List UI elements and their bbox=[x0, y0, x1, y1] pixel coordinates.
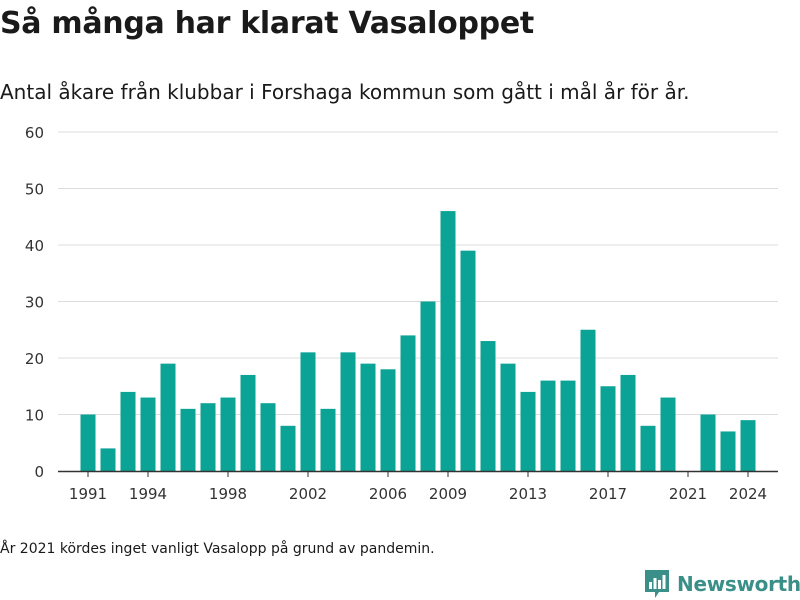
bar-2020 bbox=[660, 397, 676, 471]
bar-2017 bbox=[600, 386, 616, 471]
bar-2012 bbox=[500, 363, 516, 471]
bar-2011 bbox=[480, 341, 496, 471]
bar-2018 bbox=[620, 374, 636, 471]
newsworthy-logo-icon bbox=[645, 570, 669, 598]
bar-2014 bbox=[540, 380, 556, 471]
bar-2007 bbox=[400, 335, 416, 471]
x-tick-label: 2006 bbox=[369, 485, 407, 503]
x-tick-label: 2002 bbox=[289, 485, 327, 503]
bar-1999 bbox=[240, 374, 256, 471]
x-tick-label: 1991 bbox=[69, 485, 107, 503]
bar-2001 bbox=[280, 425, 296, 471]
chart-subtitle: Antal åkare från klubbar i Forshaga komm… bbox=[0, 80, 690, 104]
footnote: År 2021 kördes inget vanligt Vasalopp på… bbox=[0, 541, 435, 557]
bar-2006 bbox=[380, 369, 396, 471]
bar-2016 bbox=[580, 329, 596, 471]
bar-2010 bbox=[460, 250, 476, 471]
x-tick-label: 2024 bbox=[729, 485, 767, 503]
brand-name: Newsworthy bbox=[677, 572, 800, 596]
bar-2013 bbox=[520, 391, 536, 471]
bar-2024 bbox=[740, 420, 756, 471]
y-tick-label: 60 bbox=[25, 124, 44, 142]
x-tick-label: 1994 bbox=[129, 485, 167, 503]
y-tick-label: 20 bbox=[25, 350, 44, 368]
chart-title: Så många har klarat Vasaloppet bbox=[0, 6, 534, 41]
bar-2022 bbox=[700, 414, 716, 471]
y-tick-label: 0 bbox=[34, 463, 44, 481]
bar-2019 bbox=[640, 425, 656, 471]
bar-2004 bbox=[340, 352, 356, 471]
x-tick-label: 2013 bbox=[509, 485, 547, 503]
bar-2000 bbox=[260, 403, 276, 471]
bar-2003 bbox=[320, 408, 336, 471]
brand-logo[interactable]: Newsworthy bbox=[644, 569, 800, 599]
x-tick-label: 2017 bbox=[589, 485, 627, 503]
x-tick-label: 2009 bbox=[429, 485, 467, 503]
bar-1991 bbox=[80, 414, 96, 471]
bar-2023 bbox=[720, 431, 736, 471]
bar-2002 bbox=[300, 352, 316, 471]
bar-1996 bbox=[180, 408, 196, 471]
bar-1993 bbox=[120, 391, 136, 471]
y-tick-label: 10 bbox=[25, 407, 44, 425]
bar-1992 bbox=[100, 448, 116, 471]
x-tick-label: 1998 bbox=[209, 485, 247, 503]
bar-2015 bbox=[560, 380, 576, 471]
bar-1994 bbox=[140, 397, 156, 471]
bar-1997 bbox=[200, 403, 216, 471]
bar-2008 bbox=[420, 301, 436, 471]
y-tick-label: 40 bbox=[25, 237, 44, 255]
y-tick-label: 30 bbox=[25, 294, 44, 312]
bar-2009 bbox=[440, 211, 456, 471]
bar-1998 bbox=[220, 397, 236, 471]
bar-2005 bbox=[360, 363, 376, 471]
x-tick-label: 2021 bbox=[669, 485, 707, 503]
y-tick-label: 50 bbox=[25, 181, 44, 199]
bar-1995 bbox=[160, 363, 176, 471]
